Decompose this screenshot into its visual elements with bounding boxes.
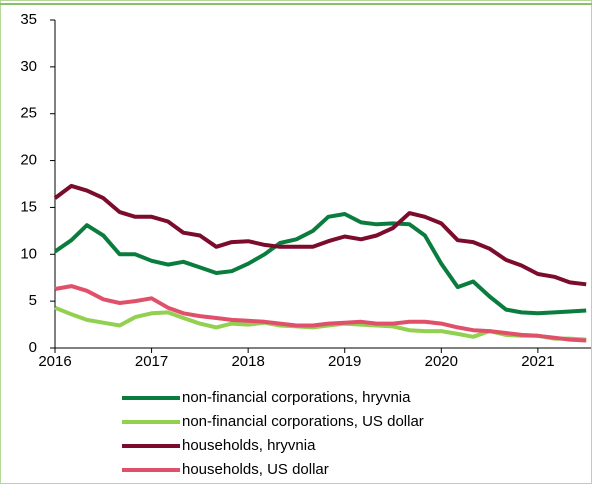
legend-label: households, hryvnia <box>182 437 316 454</box>
y-tick-label: 20 <box>20 152 37 169</box>
y-tick-label: 0 <box>29 339 37 356</box>
legend-label: non-financial corporations, hryvnia <box>182 389 411 406</box>
y-tick-label: 30 <box>20 58 37 75</box>
series-line <box>53 183 587 287</box>
x-tick-label: 2021 <box>521 353 554 370</box>
y-tick-label: 10 <box>20 245 37 262</box>
x-tick-label: 2017 <box>135 353 168 370</box>
series-line <box>53 212 587 316</box>
x-tick-label: 2020 <box>425 353 458 370</box>
y-tick-label: 35 <box>20 11 37 28</box>
y-tick-label: 15 <box>20 198 37 215</box>
x-tick-label: 2018 <box>231 353 264 370</box>
y-tick-label: 5 <box>29 292 37 309</box>
y-tick-label: 25 <box>20 105 37 122</box>
x-tick-label: 2016 <box>38 353 71 370</box>
legend-label: non-financial corporations, US dollar <box>182 413 424 430</box>
series-line <box>54 284 587 343</box>
legend-label: households, US dollar <box>182 461 329 478</box>
x-tick-label: 2019 <box>328 353 361 370</box>
